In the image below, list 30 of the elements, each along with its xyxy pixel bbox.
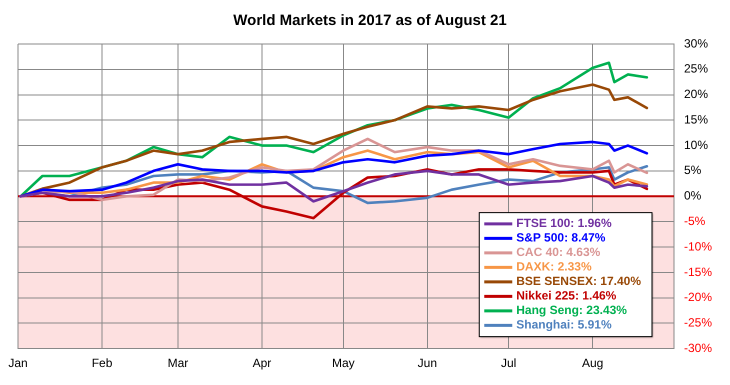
y-tick-label: -30% (684, 340, 712, 355)
x-tick-label: Mar (168, 356, 188, 370)
y-tick-label: 10% (684, 138, 708, 152)
x-tick-label: Jun (418, 356, 437, 370)
legend-label: DAXK: 2.33% (516, 260, 592, 274)
legend-label: CAC 40: 4.63% (516, 245, 601, 260)
x-tick-label: Jul (500, 356, 516, 370)
x-tick-label: Apr (252, 356, 272, 370)
x-tick-label: Jan (8, 356, 28, 370)
y-tick-label: 20% (684, 87, 708, 102)
y-tick-label: 0% (684, 188, 702, 203)
legend-label: S&P 500: 8.47% (516, 230, 606, 245)
x-tick-label: May (332, 356, 355, 370)
y-tick-label: 25% (684, 62, 708, 76)
legend-label: FTSE 100: 1.96% (516, 216, 612, 230)
y-tick-label: -20% (684, 290, 712, 304)
chart-title: World Markets in 2017 as of August 21 (233, 12, 507, 30)
legend-label: Shanghai: 5.91% (516, 318, 612, 332)
y-tick-label: 15% (684, 112, 708, 126)
y-tick-label: -25% (684, 316, 712, 330)
x-tick-label: Aug (582, 356, 604, 370)
y-tick-label: 30% (684, 36, 708, 50)
legend-label: Hang Seng: 23.43% (516, 303, 628, 318)
y-tick-label: -10% (684, 239, 712, 254)
x-tick-label: Feb (92, 356, 113, 370)
legend-label: BSE SENSEX: 17.40% (516, 274, 642, 288)
y-tick-label: 5% (684, 163, 702, 178)
y-tick-label: -15% (684, 264, 712, 279)
y-tick-label: -5% (684, 214, 706, 228)
legend-label: Nikkei 225: 1.46% (516, 288, 617, 303)
